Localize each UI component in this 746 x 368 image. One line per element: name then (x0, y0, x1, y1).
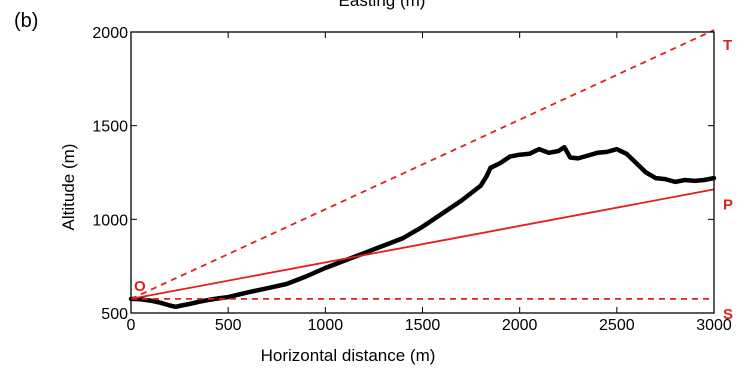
plot-frame (130, 31, 715, 314)
x-tick-label: 0 (127, 317, 136, 334)
endpoint-label-p: P (723, 196, 733, 213)
x-tick-label: 2500 (599, 317, 635, 334)
x-tick-label: 3000 (696, 317, 732, 334)
series-lines (128, 29, 717, 310)
line-t (130, 29, 715, 300)
y-tick-label: 1500 (92, 119, 128, 136)
x-tick-label: 1500 (405, 317, 441, 334)
y-tick-labels: 500 1000 1500 2000 (92, 25, 128, 323)
point-labels: P T S O (134, 37, 733, 323)
y-axis-label: Altitude (m) (59, 144, 78, 231)
y-tick-label: 2000 (92, 25, 128, 42)
endpoint-label-t: T (723, 37, 732, 54)
x-tick-label: 2000 (502, 317, 538, 334)
x-axis-label: Horizontal distance (m) (261, 346, 436, 365)
y-tick-label: 500 (101, 306, 128, 323)
endpoint-label-s: S (723, 306, 733, 323)
tick-marks (130, 31, 715, 314)
x-tick-label: 1000 (308, 317, 344, 334)
x-tick-labels: 0 500 1000 1500 2000 2500 3000 (127, 317, 732, 334)
terrain-profile-line (128, 144, 717, 310)
x-tick-label: 500 (215, 317, 242, 334)
top-axis-label: Easting (m) (339, 0, 426, 10)
y-tick-label: 1000 (92, 212, 128, 229)
line-p (130, 188, 715, 300)
origin-label: O (134, 278, 146, 295)
panel-label: (b) (14, 10, 38, 32)
